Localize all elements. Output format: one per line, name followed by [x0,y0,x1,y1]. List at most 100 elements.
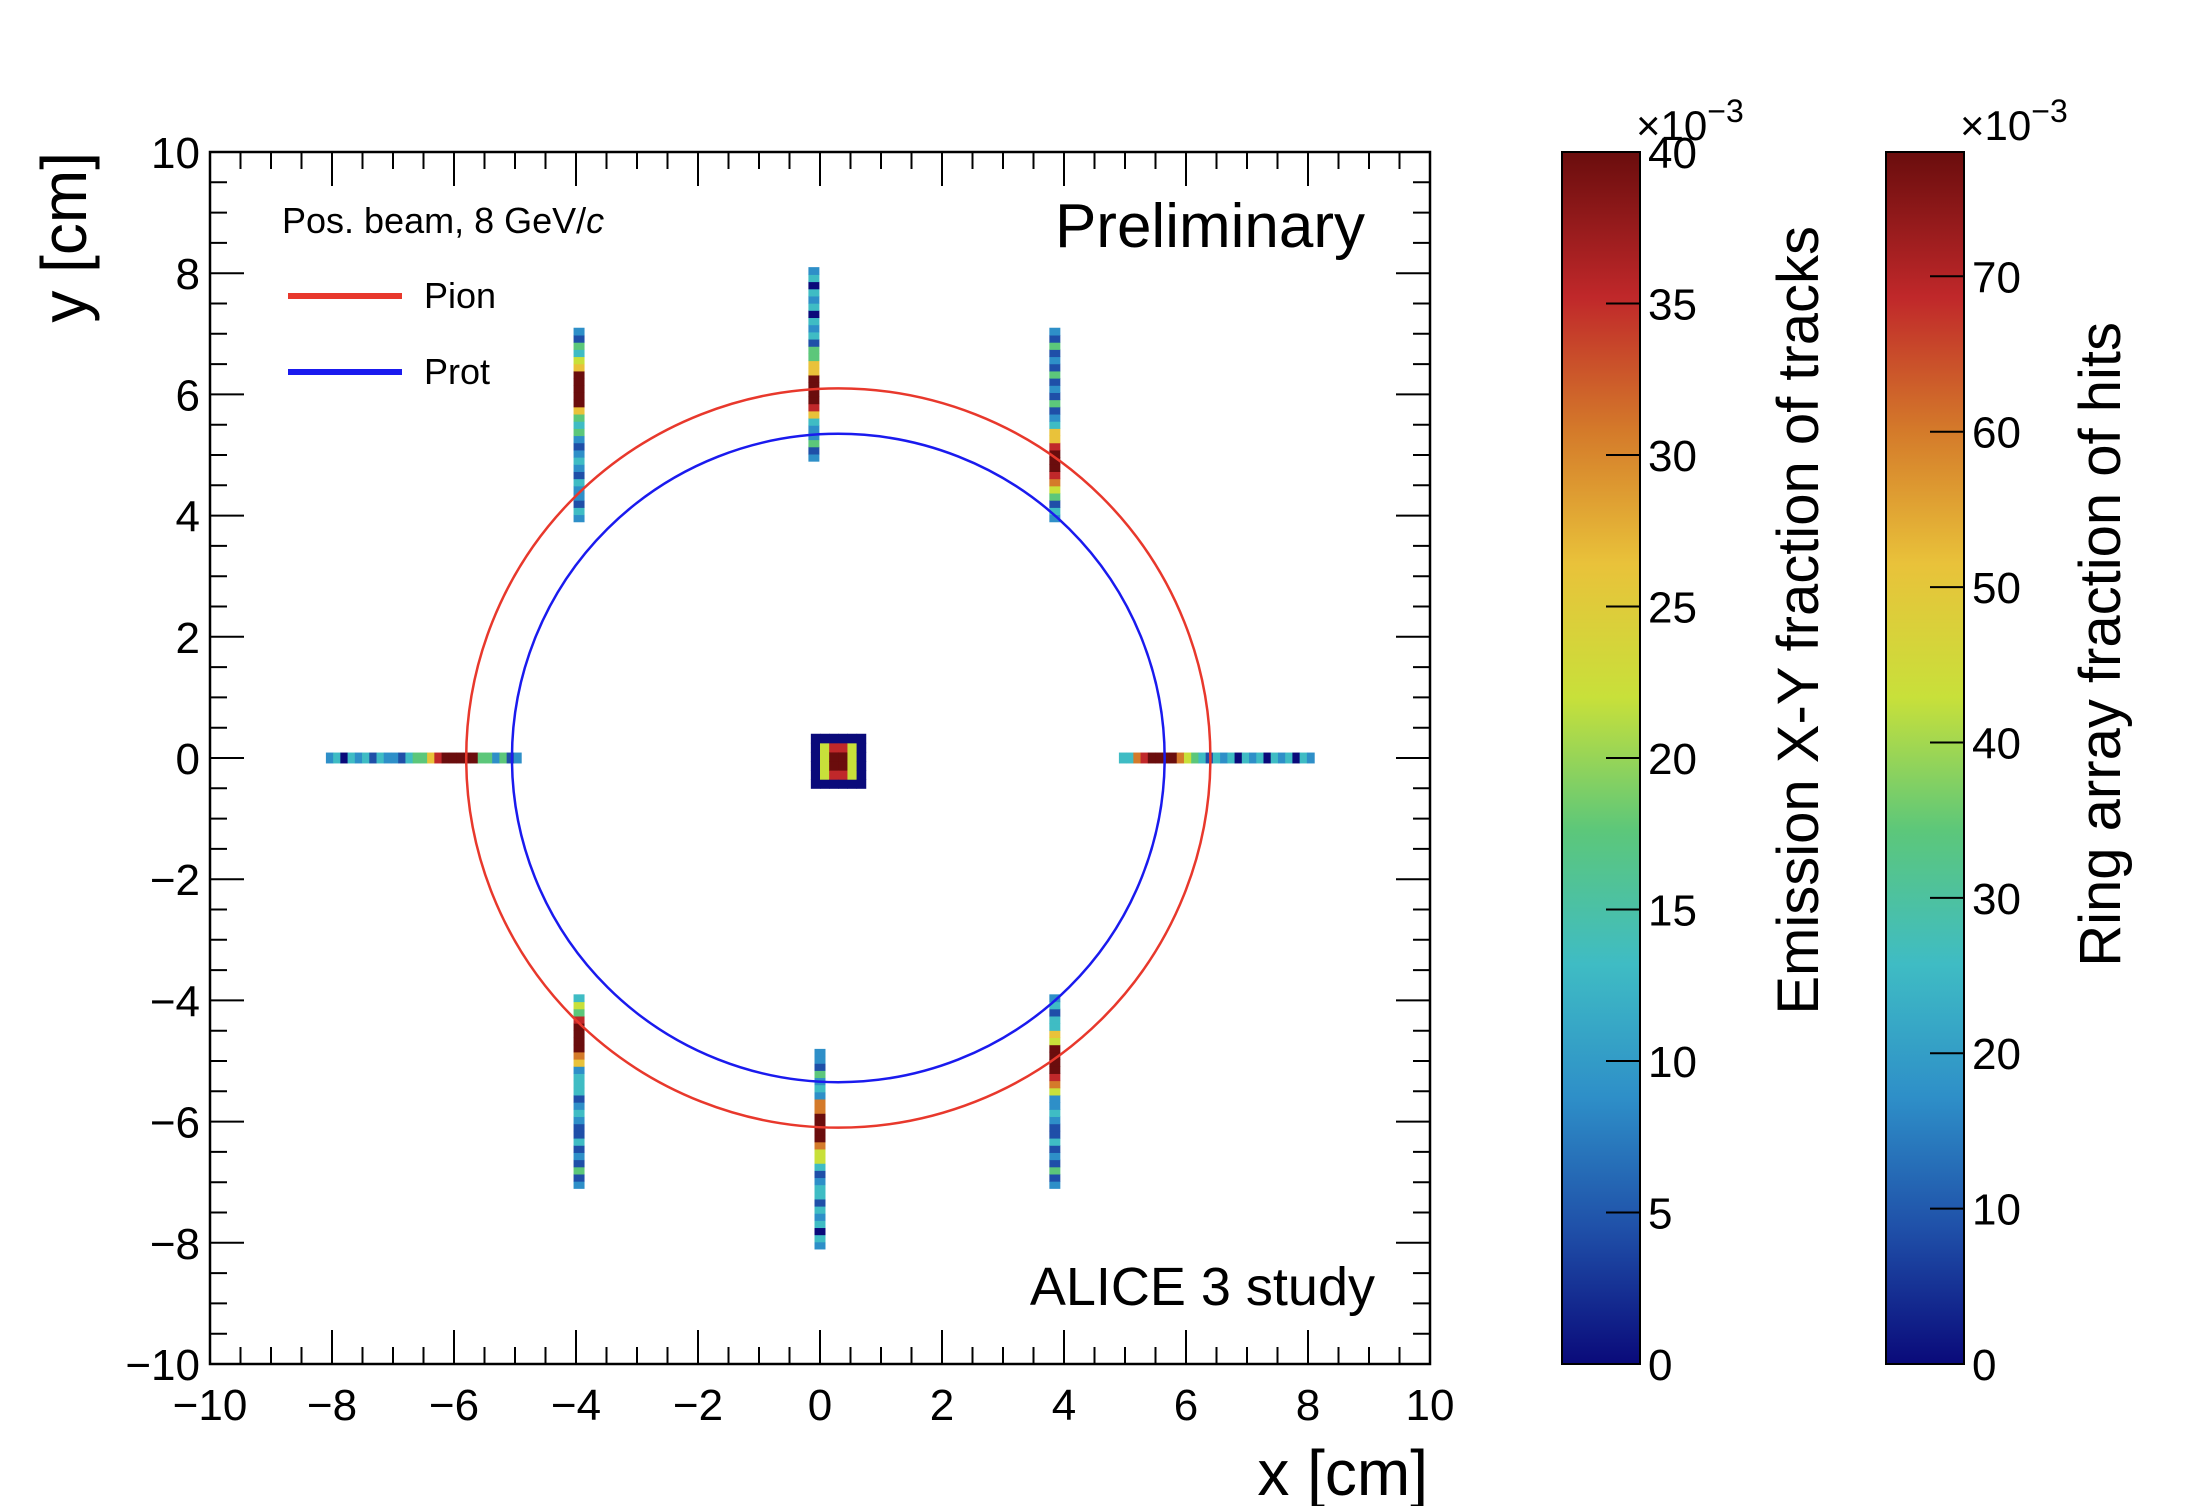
strip-cell [814,1127,826,1136]
strip-cell [573,449,585,458]
strip-cell [814,1198,826,1207]
hotspot-cell [829,742,839,753]
strip-cell [1049,994,1061,1003]
x-tick-label: 4 [1052,1381,1076,1430]
strip-cell [383,752,392,764]
strip-cell [573,492,585,501]
colorbar-hits-gradient [1885,151,1965,1365]
strip-cell [814,1191,826,1200]
ring-pion [464,387,1212,1129]
strip-cell [573,1181,585,1189]
strip-cell [1049,428,1061,437]
strip-cell [573,478,585,487]
colorbar-tick-label: 25 [1648,584,1697,633]
strip-cell [808,425,820,433]
strip-cell [1306,752,1315,764]
hotspot-cell [838,779,848,789]
strip-cell [513,752,522,764]
strip-cell [1049,1044,1061,1053]
strip-cell [1049,1015,1061,1024]
hotspot-cell [838,751,848,762]
strip-cell [1183,752,1192,764]
strip-cell [325,752,334,764]
strip-cell [434,752,443,764]
strip-cell [1049,1073,1061,1082]
strip-cell [808,303,820,311]
strip-cell [1049,342,1061,350]
x-tick-label: 8 [1296,1381,1320,1430]
strip-cell [808,338,820,347]
strip-cell [1049,442,1061,451]
strip-cell [808,346,820,354]
y-axis-title: y [cm] [28,152,100,323]
strip-cell [1126,752,1134,764]
strip-cell [808,353,820,362]
x-axis-title: x [cm] [1257,1437,1428,1506]
strip-cell [448,752,457,764]
hotspot-cell [856,742,867,753]
strip-cell [340,752,349,764]
strip-cell [1049,1037,1061,1046]
strip-cell [1049,356,1061,365]
strip-cell [1249,752,1257,764]
x-tick-label: 6 [1174,1381,1198,1430]
emission-hotspot [810,733,867,789]
strip-cell [814,1213,826,1221]
y-tick-label: 10 [151,129,200,178]
strip-cell [1133,752,1142,764]
y-tick-label: 6 [176,371,200,420]
strip-cell [814,1234,826,1243]
strip-cell [1049,1173,1061,1182]
hotspot-cell [847,779,858,789]
colorbar-hits-exponent-power: −3 [2031,93,2067,129]
colorbar-tick-label: 50 [1972,564,2021,613]
colorbar-tick-label: 20 [1972,1030,2021,1079]
colorbar-tick-label: 60 [1972,409,2021,458]
strip-cell [573,1051,585,1060]
strip-cell [573,421,585,429]
legend-label-pion: Pion [424,275,496,316]
colorbar-tracks: 0 5 10 15 20 25 30 35 40 ×10−3 Emission X-Y frac… [1561,93,1831,1390]
strip-cell [808,310,820,319]
colorbar-tick-label: 0 [1972,1341,1996,1390]
strip-cell [492,752,501,764]
hotspot-cell [829,761,839,771]
strip-cell [1049,370,1061,379]
strip-cell [573,342,585,350]
strip-cell [573,1094,585,1103]
strip-cell [1049,1181,1061,1189]
strip-cell [1049,449,1061,458]
strip-cell [573,1080,585,1089]
strip-cell [1220,752,1228,764]
hotspot-cell [856,770,867,780]
hotspot-cell [856,733,867,744]
strip-cell [398,752,407,764]
ring-prot [510,432,1166,1084]
y-tick-label: −2 [150,856,200,905]
strip-cell [1155,752,1163,764]
strip-cell [506,752,515,764]
colorbar-tracks-exponent-power: −3 [1707,93,1743,129]
strip-cell [814,1141,826,1150]
strip-cell [405,752,414,764]
strip-cell [456,752,464,764]
strip-cell [1049,1152,1061,1161]
strip-cell [1049,1030,1061,1039]
strip-cell [1049,1116,1061,1125]
strip-cell [808,267,820,275]
strip-cell [427,752,435,764]
x-tick-label: −6 [429,1381,479,1430]
strip-cell [1049,1001,1061,1010]
strip-cell [1049,492,1061,501]
strip-cell [484,752,493,764]
legend-title-italic: c [586,200,604,241]
x-tick-label: −10 [173,1381,248,1430]
strip-cell [1049,399,1061,408]
strip-cell [1049,485,1061,494]
strip-cell [814,1163,826,1171]
strip-cell [1118,752,1127,764]
strip-cell [1299,752,1308,764]
strip-cell [814,1170,826,1179]
strip-cell [573,1008,585,1017]
